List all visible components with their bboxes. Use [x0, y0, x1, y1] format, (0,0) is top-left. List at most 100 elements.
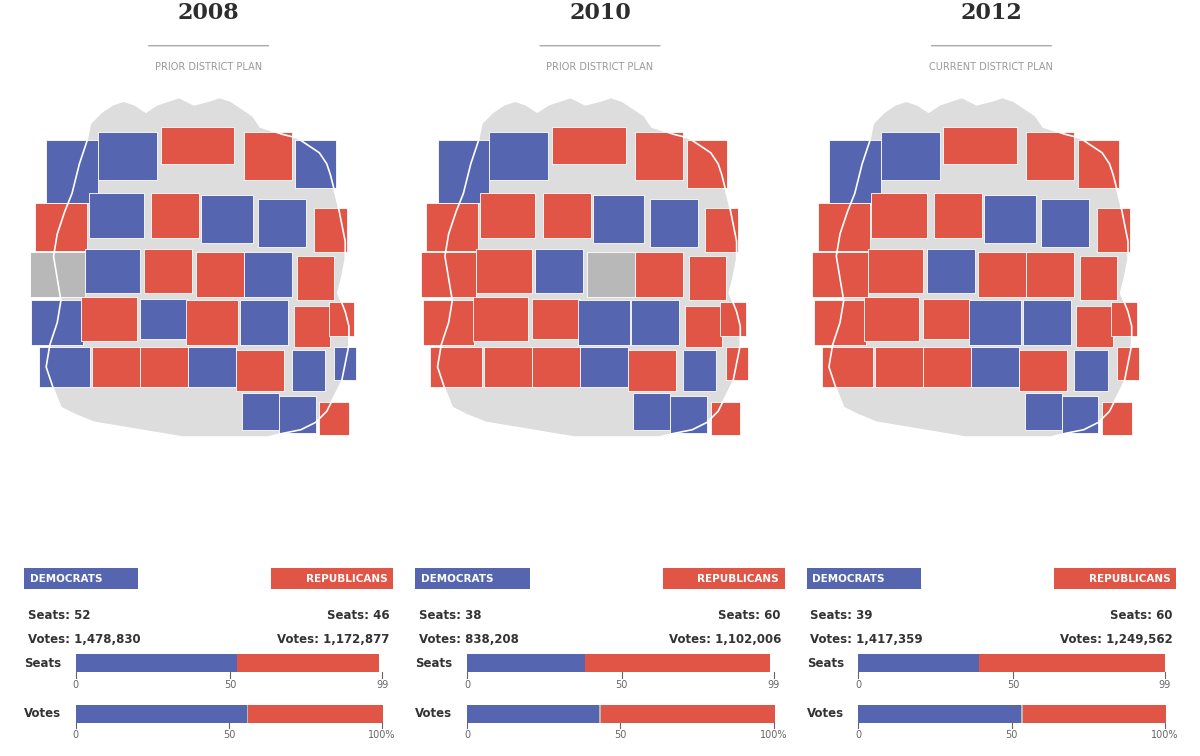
Bar — [35, 203, 86, 251]
Bar — [161, 127, 234, 164]
Bar — [984, 195, 1036, 243]
Bar — [1074, 350, 1108, 391]
Bar — [82, 297, 137, 341]
Text: PRIOR DISTRICT PLAN: PRIOR DISTRICT PLAN — [155, 61, 262, 72]
Text: 100%: 100% — [760, 730, 787, 740]
Bar — [979, 655, 1165, 672]
Text: Seats: 60: Seats: 60 — [1110, 609, 1172, 622]
Bar — [244, 253, 292, 297]
Bar — [196, 253, 244, 297]
Bar — [484, 347, 532, 387]
Bar — [298, 256, 334, 300]
Text: 0: 0 — [856, 730, 862, 740]
Bar — [329, 302, 354, 336]
Bar — [814, 300, 866, 345]
Bar — [587, 253, 635, 297]
Bar — [38, 347, 90, 387]
Text: CURRENT DISTRICT PLAN: CURRENT DISTRICT PLAN — [930, 61, 1054, 72]
Text: Seats: 38: Seats: 38 — [419, 609, 481, 622]
Text: Votes: 1,478,830: Votes: 1,478,830 — [28, 633, 140, 646]
FancyBboxPatch shape — [415, 568, 530, 590]
Bar — [421, 253, 476, 297]
Bar — [1078, 140, 1118, 188]
Bar — [978, 253, 1026, 297]
Bar — [686, 140, 727, 188]
Text: Seats: Seats — [806, 657, 844, 670]
Bar — [858, 705, 1021, 723]
Text: 50: 50 — [224, 680, 236, 689]
Bar — [631, 300, 679, 345]
Text: Votes: Votes — [24, 708, 61, 720]
Bar — [1022, 705, 1166, 723]
Text: Seats: 60: Seats: 60 — [719, 609, 781, 622]
Bar — [1062, 396, 1098, 433]
Bar — [319, 402, 349, 435]
Bar — [334, 347, 356, 380]
Text: DEMOCRATS: DEMOCRATS — [421, 574, 493, 584]
Polygon shape — [438, 98, 740, 437]
FancyBboxPatch shape — [806, 568, 922, 590]
Bar — [578, 300, 630, 345]
Bar — [467, 655, 584, 672]
Bar — [818, 203, 870, 251]
Bar — [689, 256, 726, 300]
Bar — [1076, 306, 1114, 347]
FancyBboxPatch shape — [24, 568, 138, 590]
Bar — [85, 249, 140, 293]
Text: Seats: 46: Seats: 46 — [326, 609, 390, 622]
Bar — [438, 140, 490, 203]
Text: 50: 50 — [1007, 680, 1020, 689]
Text: 0: 0 — [464, 680, 470, 689]
Bar — [292, 350, 325, 391]
Text: 2010: 2010 — [569, 2, 631, 23]
Bar — [89, 194, 144, 237]
Bar — [875, 347, 923, 387]
Text: 50: 50 — [614, 730, 626, 740]
Bar — [1022, 300, 1070, 345]
Bar — [532, 299, 580, 339]
Bar — [858, 655, 979, 672]
Bar — [635, 253, 683, 297]
Text: Seats: 52: Seats: 52 — [28, 609, 90, 622]
Bar — [593, 195, 644, 243]
Bar — [868, 249, 923, 293]
Text: 99: 99 — [1159, 680, 1171, 689]
Bar — [580, 347, 628, 387]
Bar — [242, 393, 278, 429]
Bar — [881, 132, 940, 181]
Bar — [710, 402, 740, 435]
Bar — [923, 347, 971, 387]
Bar — [584, 655, 770, 672]
Bar — [1117, 347, 1139, 380]
Bar — [467, 705, 600, 723]
Text: Votes: Votes — [415, 708, 452, 720]
Bar — [535, 249, 583, 293]
Bar — [202, 195, 253, 243]
Bar — [422, 300, 474, 345]
Polygon shape — [829, 98, 1132, 437]
Bar — [601, 705, 775, 723]
Bar — [1026, 253, 1074, 297]
Bar — [92, 347, 140, 387]
Bar — [236, 350, 284, 391]
Bar — [1080, 256, 1117, 300]
Bar — [151, 194, 199, 237]
Text: PRIOR DISTRICT PLAN: PRIOR DISTRICT PLAN — [546, 61, 654, 72]
Bar — [278, 396, 316, 433]
Text: REPUBLICANS: REPUBLICANS — [306, 574, 388, 584]
Text: DEMOCRATS: DEMOCRATS — [30, 574, 102, 584]
Bar — [670, 396, 707, 433]
Bar — [1042, 199, 1090, 247]
Text: Seats: Seats — [415, 657, 452, 670]
Bar — [1019, 350, 1067, 391]
Bar — [1025, 393, 1062, 429]
Text: 2012: 2012 — [960, 2, 1022, 23]
Bar — [236, 655, 379, 672]
Bar — [258, 199, 306, 247]
Bar — [542, 194, 590, 237]
Text: 2008: 2008 — [178, 2, 240, 23]
Bar — [720, 302, 746, 336]
Bar — [650, 199, 698, 247]
Text: Votes: 1,102,006: Votes: 1,102,006 — [668, 633, 781, 646]
Bar — [943, 127, 1018, 164]
